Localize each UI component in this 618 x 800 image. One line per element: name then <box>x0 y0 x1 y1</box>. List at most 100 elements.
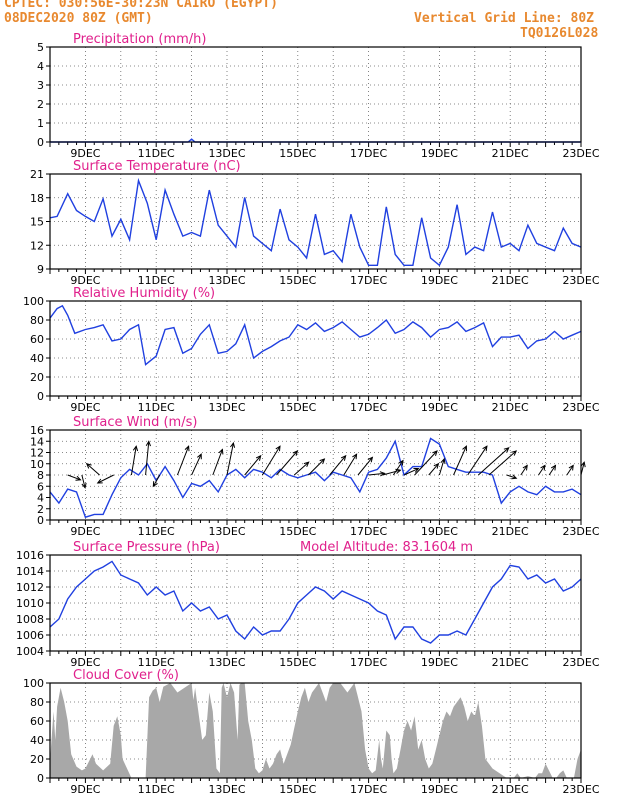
wind-wind-arrow <box>276 450 298 476</box>
temperature-title: Surface Temperature (nC) <box>73 159 241 174</box>
wind-wind-arrowhead <box>550 464 557 471</box>
wind-wind-arrowhead <box>352 453 358 460</box>
humidity-ytick-label: 60 <box>30 333 44 346</box>
humidity-ytick-label: 80 <box>30 314 44 327</box>
wind-wind-arrowhead <box>152 481 158 488</box>
humidity-xtick-label: 17DEC <box>350 401 387 414</box>
wind-xtick-label: 15DEC <box>279 525 316 538</box>
precipitation-xtick-label: 11DEC <box>138 147 175 160</box>
wind-wind-arrowhead <box>540 464 546 471</box>
wind-wind-arrowhead <box>85 463 92 469</box>
wind-wind-arrow <box>261 445 281 476</box>
wind-wind-arrowhead <box>503 447 510 453</box>
cloud-cover-ytick-label: 20 <box>30 753 44 766</box>
wind-wind-arrowhead <box>462 445 467 452</box>
wind-wind-arrowhead <box>379 471 386 477</box>
pressure-xtick-label: 21DEC <box>492 656 529 669</box>
temperature-xtick-label: 21DEC <box>492 274 529 287</box>
wind-xtick-label: 21DEC <box>492 525 529 538</box>
header-grid-note: Vertical Grid Line: 80Z <box>414 11 595 26</box>
humidity-ytick-label: 20 <box>30 371 44 384</box>
precipitation-title: Precipitation (mm/h) <box>73 32 206 47</box>
pressure-xtick-label: 19DEC <box>421 656 458 669</box>
cloud-cover-xtick-label: 9DEC <box>70 783 100 796</box>
wind-wind-arrowhead <box>292 450 299 456</box>
temperature-xtick-label: 15DEC <box>279 274 316 287</box>
wind-wind-arrowhead <box>81 482 87 489</box>
wind-wind-arrowhead <box>145 440 151 447</box>
cloud-cover-xtick-label: 19DEC <box>421 783 458 796</box>
precipitation-xtick-label: 15DEC <box>279 147 316 160</box>
pressure-xtick-label: 13DEC <box>208 656 245 669</box>
wind-wind-arrowhead <box>511 450 518 456</box>
wind-wind-arrow <box>428 463 439 476</box>
temperature-xtick-label: 19DEC <box>421 274 458 287</box>
precipitation-ytick-label: 0 <box>37 136 44 149</box>
precipitation-ytick-label: 1 <box>37 117 44 130</box>
wind-wind-arrow <box>438 458 445 476</box>
wind-wind-arrow <box>538 465 546 476</box>
wind-wind-arrowhead <box>440 457 446 464</box>
cloud-cover-ytick-label: 0 <box>37 772 44 785</box>
temperature-ytick-label: 9 <box>37 263 44 276</box>
temperature-xtick-label: 13DEC <box>208 274 245 287</box>
humidity-xtick-label: 9DEC <box>70 401 100 414</box>
wind-wind-arrow <box>343 453 358 476</box>
wind-wind-arrow <box>566 465 574 476</box>
pressure-ytick-label: 1014 <box>16 565 44 578</box>
wind-wind-arrow <box>226 442 234 476</box>
wind-wind-arrowhead <box>522 464 528 471</box>
wind-ytick-label: 14 <box>30 435 44 448</box>
pressure-ytick-label: 1004 <box>16 645 44 658</box>
cloud-cover-ytick-label: 100 <box>23 677 44 690</box>
wind-wind-arrowhead <box>568 464 574 471</box>
cloud-cover-ytick-label: 40 <box>30 734 44 747</box>
wind-wind-arrow <box>329 455 347 476</box>
wind-xtick-label: 19DEC <box>421 525 458 538</box>
wind-wind-arrowhead <box>432 450 438 456</box>
pressure-xtick-label: 9DEC <box>70 656 100 669</box>
pressure-xtick-label: 15DEC <box>279 656 316 669</box>
wind-xtick-label: 9DEC <box>70 525 100 538</box>
wind-wind-arrowhead <box>482 445 488 452</box>
temperature-xtick-label: 23DEC <box>562 274 599 287</box>
pressure-xtick-label: 23DEC <box>562 656 599 669</box>
wind-wind-arrow <box>67 474 81 481</box>
wind-wind-arrow <box>293 461 309 476</box>
temperature-ytick-label: 18 <box>30 192 44 205</box>
precipitation-xtick-label: 23DEC <box>562 147 599 160</box>
wind-wind-arrowhead <box>367 456 374 463</box>
wind-ytick-label: 8 <box>37 469 44 482</box>
wind-wind-arrow <box>520 465 528 476</box>
wind-ytick-label: 4 <box>37 492 44 505</box>
header-source: CPTEC: 030:56E-30:23N CAIRO (EGYPT) <box>4 0 278 11</box>
wind-wind-arrowhead <box>398 459 404 466</box>
pressure-xtick-label: 17DEC <box>350 656 387 669</box>
precipitation-ytick-label: 4 <box>37 60 44 73</box>
humidity-xtick-label: 19DEC <box>421 401 458 414</box>
precipitation-xtick-label: 21DEC <box>492 147 529 160</box>
cloud-cover-xtick-label: 11DEC <box>138 783 175 796</box>
wind-wind-arrow <box>488 450 517 476</box>
wind-ytick-label: 10 <box>30 458 44 471</box>
header-date: 08DEC2020 80Z (GMT) <box>4 11 153 26</box>
wind-wind-arrow <box>176 446 190 476</box>
pressure-ytick-label: 1006 <box>16 629 44 642</box>
humidity-ytick-label: 100 <box>23 295 44 308</box>
wind-wind-arrow <box>392 460 404 476</box>
precipitation-xtick-label: 13DEC <box>208 147 245 160</box>
wind-wind-arrow <box>81 474 86 488</box>
cloud-cover-xtick-label: 17DEC <box>350 783 387 796</box>
temperature-frame <box>49 173 582 270</box>
pressure-ytick-label: 1012 <box>16 581 44 594</box>
temperature-xtick-label: 11DEC <box>138 274 175 287</box>
wind-xtick-label: 11DEC <box>138 525 175 538</box>
wind-wind-arrow <box>244 455 262 476</box>
wind-wind-arrow <box>97 474 114 484</box>
cloud-cover-title: Cloud Cover (%) <box>73 668 179 683</box>
precipitation-ytick-label: 3 <box>37 79 44 92</box>
humidity-ytick-label: 40 <box>30 352 44 365</box>
temperature-ytick-label: 12 <box>30 239 44 252</box>
pressure-annotation: Model Altitude: 83.1604 m <box>300 540 473 555</box>
